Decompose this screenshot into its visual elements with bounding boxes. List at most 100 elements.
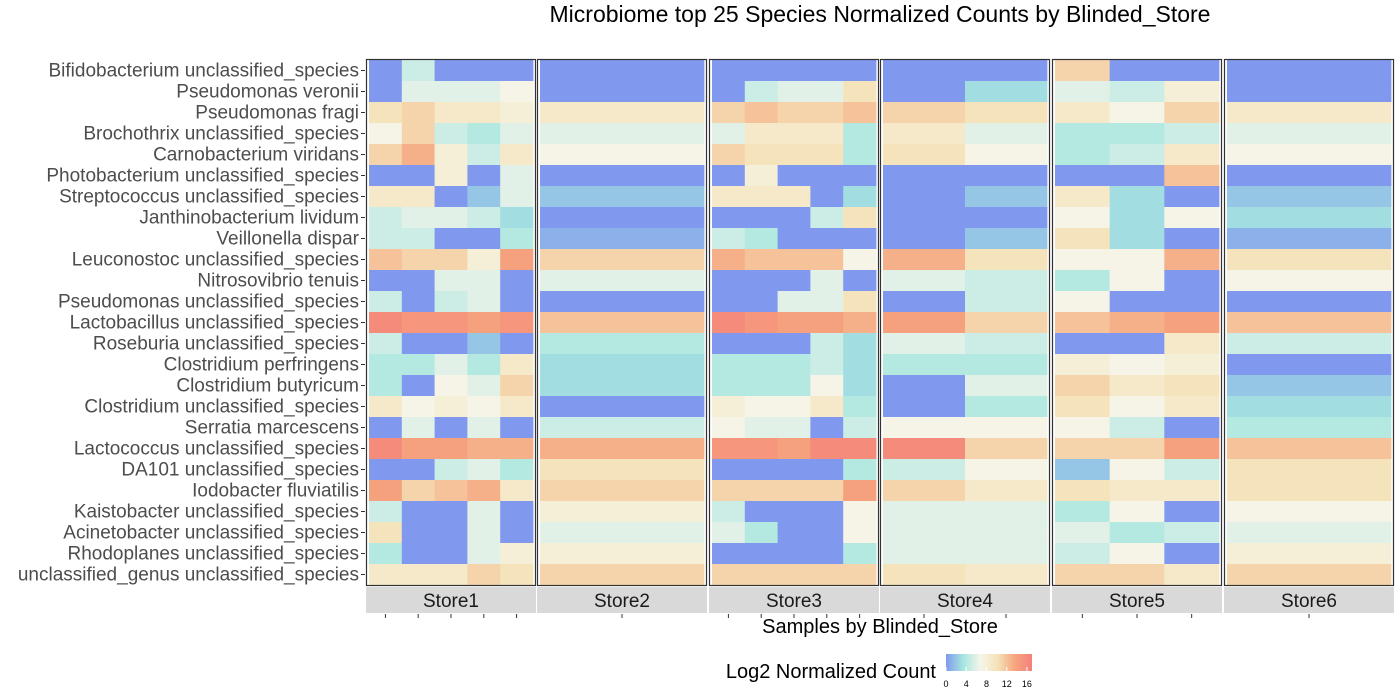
panel-border <box>365 58 537 587</box>
heatmap-cell <box>369 102 403 124</box>
heatmap-cell <box>369 123 403 145</box>
heatmap-cell <box>744 123 778 145</box>
heatmap-cell <box>467 165 501 187</box>
heatmap-cell <box>540 459 705 481</box>
heatmap-cell <box>1164 438 1220 460</box>
heatmap-cell <box>401 396 435 418</box>
heatmap-cell <box>883 438 966 460</box>
heatmap-cell <box>712 501 746 523</box>
heatmap-cell <box>744 522 778 544</box>
heatmap-cell <box>843 438 877 460</box>
heatmap-cell <box>540 354 705 376</box>
heatmap-cell <box>540 228 705 250</box>
panel-border <box>879 58 1051 587</box>
heatmap-cell <box>777 60 811 82</box>
heatmap-cell <box>777 354 811 376</box>
heatmap-cell <box>1227 375 1392 397</box>
heatmap-cell <box>434 291 468 313</box>
species-label: Rhodoplanes unclassified_species <box>67 544 359 565</box>
heatmap-cell <box>883 312 966 334</box>
heatmap-cell <box>1227 249 1392 271</box>
heatmap-cell <box>1109 501 1165 523</box>
heatmap-cell <box>1055 249 1111 271</box>
heatmap-cell <box>712 249 746 271</box>
heatmap-cell <box>777 396 811 418</box>
heatmap-cell <box>883 81 966 103</box>
heatmap-cell <box>1164 480 1220 502</box>
heatmap-cell <box>369 186 403 208</box>
facet-strip <box>537 587 707 613</box>
heatmap-cell <box>712 375 746 397</box>
heatmap-cell <box>712 438 746 460</box>
heatmap-cell <box>467 228 501 250</box>
heatmap-cell <box>810 501 844 523</box>
heatmap-cell <box>777 501 811 523</box>
heatmap-cell <box>401 102 435 124</box>
heatmap-cell <box>369 417 403 439</box>
heatmap-cell <box>467 396 501 418</box>
heatmap-cell <box>712 354 746 376</box>
heatmap-cell <box>434 333 468 355</box>
heatmap-cell <box>1164 228 1220 250</box>
heatmap-cell <box>467 375 501 397</box>
panel-border <box>1223 58 1395 587</box>
heatmap-cell <box>500 270 534 292</box>
heatmap-cell <box>434 186 468 208</box>
heatmap-cell <box>1055 438 1111 460</box>
heatmap-cell <box>1109 165 1165 187</box>
heatmap-cell <box>1227 291 1392 313</box>
heatmap-cell <box>467 501 501 523</box>
facet-strip-label: Store6 <box>1281 591 1337 612</box>
heatmap-cell <box>540 102 705 124</box>
heatmap-cell <box>810 564 844 586</box>
heatmap-cell <box>434 417 468 439</box>
heatmap-cell <box>1164 501 1220 523</box>
heatmap-cell <box>1227 60 1392 82</box>
heatmap-cell <box>965 249 1048 271</box>
heatmap-cell <box>712 81 746 103</box>
heatmap-cell <box>540 564 705 586</box>
species-label: Roseburia unclassified_species <box>93 334 359 355</box>
species-label: Acinetobacter unclassified_species <box>63 523 359 544</box>
heatmap-cell <box>744 102 778 124</box>
heatmap-cell <box>744 564 778 586</box>
panel-border <box>708 58 880 587</box>
heatmap-cell <box>401 438 435 460</box>
heatmap-cell <box>1109 60 1165 82</box>
heatmap-cell <box>843 459 877 481</box>
heatmap-cell <box>500 417 534 439</box>
heatmap-cell <box>1227 459 1392 481</box>
heatmap-cell <box>965 396 1048 418</box>
species-label: unclassified_genus unclassified_species <box>18 565 359 586</box>
heatmap-cell <box>1164 270 1220 292</box>
heatmap-cell <box>540 123 705 145</box>
heatmap-cell <box>434 501 468 523</box>
heatmap-cell <box>1055 102 1111 124</box>
store-panel-store3: Store3 <box>708 58 880 618</box>
heatmap-cell <box>500 312 534 334</box>
legend: Log2 Normalized Count 0 4 8 12 16 <box>726 654 1032 689</box>
heatmap-cell <box>777 375 811 397</box>
heatmap-cell <box>434 60 468 82</box>
heatmap-cell <box>540 438 705 460</box>
heatmap-cell <box>777 102 811 124</box>
heatmap-cell <box>810 543 844 565</box>
heatmap-cell <box>369 522 403 544</box>
heatmap-cell <box>467 312 501 334</box>
heatmap-cell <box>965 417 1048 439</box>
legend-title: Log2 Normalized Count <box>726 661 937 683</box>
heatmap-cell <box>467 564 501 586</box>
heatmap-cell <box>777 123 811 145</box>
heatmap-cell <box>843 102 877 124</box>
heatmap-cell <box>1109 480 1165 502</box>
heatmap-cell <box>434 438 468 460</box>
heatmap-cell <box>1164 81 1220 103</box>
heatmap-cell <box>883 333 966 355</box>
species-label: Clostridium unclassified_species <box>84 397 359 418</box>
heatmap-cell <box>1109 102 1165 124</box>
heatmap-cell <box>1164 417 1220 439</box>
heatmap-cell <box>1164 123 1220 145</box>
heatmap-cell <box>712 207 746 229</box>
heatmap-cell <box>540 165 705 187</box>
heatmap-cell <box>1109 207 1165 229</box>
